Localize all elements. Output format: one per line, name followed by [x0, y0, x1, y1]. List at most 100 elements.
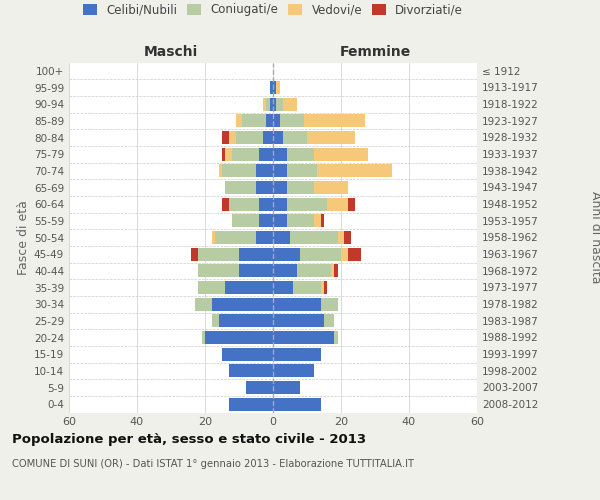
Bar — [198, 248, 239, 260]
Bar — [212, 298, 273, 310]
Bar — [300, 248, 341, 260]
Bar — [256, 164, 273, 177]
Bar — [273, 81, 277, 94]
Bar — [344, 231, 351, 244]
Bar — [212, 314, 218, 328]
Bar — [273, 398, 320, 410]
Bar — [246, 381, 273, 394]
Bar — [273, 331, 334, 344]
Bar — [222, 148, 226, 160]
Bar — [273, 114, 280, 128]
Bar — [287, 214, 314, 228]
Bar — [287, 164, 317, 177]
Legend: Celibi/Nubili, Coniugati/e, Vedovi/e, Divorziati/e: Celibi/Nubili, Coniugati/e, Vedovi/e, Di… — [83, 4, 463, 16]
Bar — [273, 181, 287, 194]
Bar — [256, 181, 273, 194]
Bar — [304, 114, 365, 128]
Bar — [324, 281, 328, 294]
Text: Anni di nascita: Anni di nascita — [589, 191, 600, 284]
Bar — [273, 248, 300, 260]
Bar — [263, 131, 273, 144]
Bar — [256, 231, 273, 244]
Bar — [273, 131, 283, 144]
Bar — [273, 148, 287, 160]
Y-axis label: Fasce di età: Fasce di età — [17, 200, 30, 275]
Bar — [205, 331, 273, 344]
Bar — [348, 198, 355, 210]
Bar — [334, 331, 338, 344]
Bar — [273, 281, 293, 294]
Text: Femmine: Femmine — [340, 45, 410, 59]
Bar — [229, 398, 273, 410]
Bar — [273, 298, 320, 310]
Bar — [320, 214, 324, 228]
Bar — [287, 198, 328, 210]
Bar — [269, 81, 273, 94]
Bar — [232, 148, 259, 160]
Bar — [320, 281, 324, 294]
Bar — [229, 198, 259, 210]
Bar — [218, 314, 273, 328]
Bar — [273, 164, 287, 177]
Text: Maschi: Maschi — [144, 45, 198, 59]
Bar — [215, 231, 256, 244]
Bar — [273, 98, 277, 110]
Bar — [328, 198, 348, 210]
Bar — [273, 198, 287, 210]
Bar — [331, 264, 334, 278]
Bar — [226, 281, 273, 294]
Bar — [277, 98, 283, 110]
Bar — [263, 98, 266, 110]
Bar — [266, 98, 269, 110]
Bar — [273, 214, 287, 228]
Bar — [259, 214, 273, 228]
Bar — [273, 264, 297, 278]
Bar — [232, 214, 259, 228]
Bar — [324, 314, 334, 328]
Bar — [314, 181, 348, 194]
Bar — [226, 181, 256, 194]
Bar — [236, 114, 242, 128]
Bar — [314, 214, 320, 228]
Text: COMUNE DI SUNI (OR) - Dati ISTAT 1° gennaio 2013 - Elaborazione TUTTITALIA.IT: COMUNE DI SUNI (OR) - Dati ISTAT 1° genn… — [12, 459, 414, 469]
Bar — [348, 248, 361, 260]
Bar — [229, 131, 236, 144]
Bar — [242, 114, 266, 128]
Bar — [283, 131, 307, 144]
Bar — [218, 164, 222, 177]
Bar — [273, 314, 324, 328]
Bar — [222, 348, 273, 360]
Bar — [280, 114, 304, 128]
Bar — [191, 248, 198, 260]
Bar — [198, 281, 226, 294]
Bar — [290, 231, 338, 244]
Bar — [297, 264, 331, 278]
Bar — [307, 131, 355, 144]
Bar — [269, 98, 273, 110]
Text: Popolazione per età, sesso e stato civile - 2013: Popolazione per età, sesso e stato civil… — [12, 432, 366, 446]
Bar — [222, 198, 229, 210]
Bar — [283, 98, 297, 110]
Bar — [293, 281, 320, 294]
Bar — [273, 381, 300, 394]
Bar — [266, 114, 273, 128]
Bar — [338, 231, 344, 244]
Bar — [259, 148, 273, 160]
Bar — [259, 198, 273, 210]
Bar — [198, 264, 239, 278]
Bar — [273, 348, 320, 360]
Bar — [273, 231, 290, 244]
Bar — [202, 331, 205, 344]
Bar — [212, 231, 215, 244]
Bar — [277, 81, 280, 94]
Bar — [226, 148, 232, 160]
Bar — [239, 248, 273, 260]
Bar — [239, 264, 273, 278]
Bar — [195, 298, 212, 310]
Bar — [273, 364, 314, 378]
Bar — [334, 264, 338, 278]
Bar — [222, 164, 256, 177]
Bar — [320, 298, 338, 310]
Bar — [229, 364, 273, 378]
Bar — [341, 248, 348, 260]
